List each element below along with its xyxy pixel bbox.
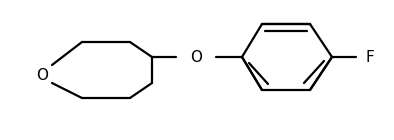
Text: O: O <box>190 50 202 65</box>
Text: F: F <box>366 50 374 65</box>
Text: O: O <box>36 67 48 82</box>
